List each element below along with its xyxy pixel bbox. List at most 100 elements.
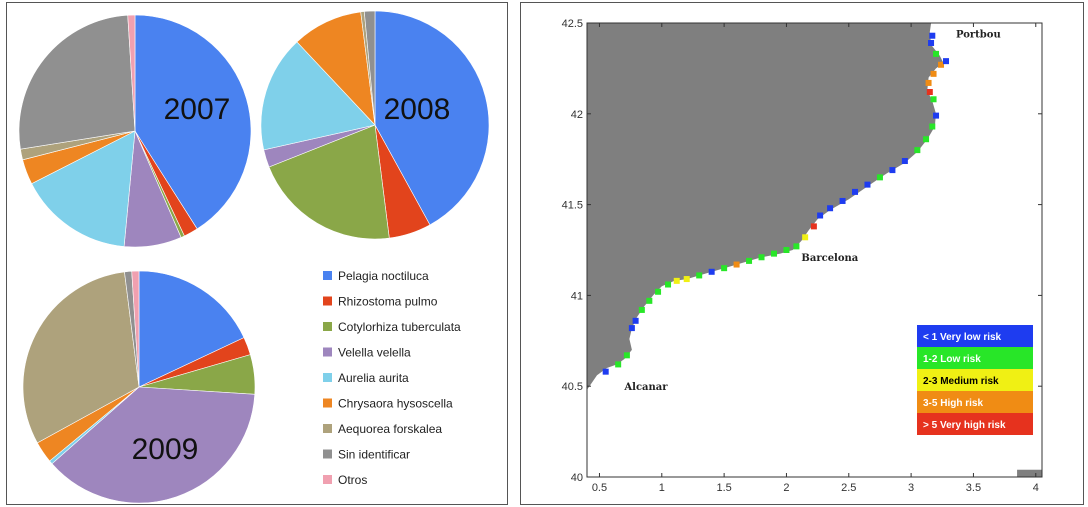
y-tick-label: 42 [571,109,583,121]
pie-2009-slice-velella-velella [51,386,256,504]
x-tick-label: 2.5 [841,482,856,494]
risk-point [623,352,630,359]
risk-point [793,243,800,250]
risk-point [889,167,896,174]
pie-2008-slice-pelagia-noctiluca [374,10,490,226]
legend-swatch-aequorea-forskalea [323,424,332,433]
risk-point [646,297,653,304]
risk-point [758,254,765,261]
pie-year-label: 2009 [132,433,199,466]
risk-map-panel: 0.5 1 1.5 2 2.5 3 3.5 4 40 40.5 41 41.5 42 42.5 Portbo… [520,2,1084,505]
y-tick-label: 40.5 [562,381,583,393]
risk-point [943,58,950,65]
risk-legend-label: 3-5 High risk [923,398,983,409]
legend-swatch-aurelia-aurita [323,373,332,382]
risk-point [602,368,609,375]
legend-swatch-chrysaora-hysoscella [323,398,332,408]
risk-point [810,223,817,230]
risk-legend-swatch [917,369,1033,391]
y-tick-label: 40 [571,472,583,484]
x-tick-label: 0.5 [592,482,607,494]
pie-2009-slice-pelagia-noctiluca [138,270,245,388]
risk-point [655,288,662,295]
pie-2007-slice-sin-identificar [18,14,136,150]
risk-point [914,147,921,154]
legend-label-velella-velella: Velella velella [338,346,411,360]
risk-legend-label: 2-3 Medium risk [923,376,999,387]
legend-swatch-cotylorhiza-tuberculata [323,322,332,331]
pie-2007-slice-otros [127,14,136,132]
risk-legend-label: < 1 Very low risk [923,332,1002,343]
pie-2009-slice-otros [131,270,140,388]
risk-point [930,70,937,77]
risk-point [746,257,753,264]
jellyfish-pie-panel: 2007 2008 2009 Pelagia noctiluca Rhizostoma … [6,2,508,505]
pie-charts: 2007 2008 2009 Pelagia noctiluca Rhizostoma … [18,10,490,504]
legend-label-pelagia-noctiluca: Pelagia noctiluca [338,269,429,283]
risk-point [933,50,940,57]
pie-2007-slice-pelagia-noctiluca [134,14,252,230]
legend-label-aequorea-forskalea: Aequorea forskalea [338,422,442,436]
x-tick-label: 3 [908,482,914,494]
risk-point [928,39,935,46]
x-tick-label: 4 [1033,482,1039,494]
risk-point [665,281,672,288]
risk-point [673,277,680,284]
legend-swatch-pelagia-noctiluca [323,271,332,280]
risk-point [929,123,936,130]
risk-point [839,197,846,204]
pie-2007-slice-aurelia-aurita [31,130,136,247]
risk-point [733,261,740,268]
x-tick-label: 1 [659,482,665,494]
risk-legend-swatch [917,347,1033,369]
legend-swatch-sin-identificar [323,449,332,459]
risk-point [923,136,930,143]
risk-legend-label: 1-2 Low risk [923,354,981,365]
risk-legend-swatch [917,413,1033,435]
risk-point [696,272,703,279]
risk-point [864,181,871,188]
land-mass [587,23,944,390]
place-label-barcelona: Barcelona [801,253,858,264]
risk-point [901,158,908,165]
pie-year-label: 2007 [164,93,231,126]
risk-point [933,112,940,119]
risk-point [770,250,777,257]
pie-2008: 2008 [260,10,490,240]
risk-point [852,188,859,195]
place-label-portbou: Portbou [956,30,1001,41]
pie-year-label: 2008 [384,93,451,126]
risk-point [817,212,824,219]
legend-label-cotylorhiza-tuberculata: Cotylorhiza tuberculata [338,320,461,334]
x-tick-label: 3.5 [966,482,981,494]
risk-point [683,276,690,283]
risk-points [602,32,950,375]
legend-label-chrysaora-hysoscella: Chrysaora hysoscella [338,397,453,411]
x-tick-label: 1.5 [716,482,731,494]
pie-2008-slice-aurelia-aurita [260,41,376,151]
risk-point [638,306,645,313]
risk-point [876,174,883,181]
risk-point [708,268,715,275]
legend-label-aurelia-aurita: Aurelia aurita [338,371,409,385]
map-frame [586,22,1043,478]
legend-swatch-otros [323,475,332,484]
risk-point [925,79,932,86]
risk-point [827,205,834,212]
pie-2009-slice-aequorea-forskalea [22,271,140,444]
risk-legend: < 1 Very low risk 1-2 Low risk 2-3 Medium … [917,325,1033,435]
risk-map: 0.5 1 1.5 2 2.5 3 3.5 4 40 40.5 41 41.5 42 42.5 Portbo… [562,18,1043,494]
risk-legend-label: > 5 Very high risk [923,420,1006,431]
pie-2009: 2009 [22,270,256,504]
pie-2008-slice-sin-identificar [363,10,376,126]
risk-legend-swatch [917,325,1033,347]
risk-point [926,89,933,96]
place-label-alcanar: Alcanar [623,382,668,393]
legend-label-otros: Otros [338,473,367,487]
risk-point [930,96,937,103]
x-tick-label: 2 [783,482,789,494]
risk-point [929,32,936,39]
legend-label-sin-identificar: Sin identificar [338,448,410,462]
risk-point [802,234,809,241]
risk-point [628,325,635,332]
